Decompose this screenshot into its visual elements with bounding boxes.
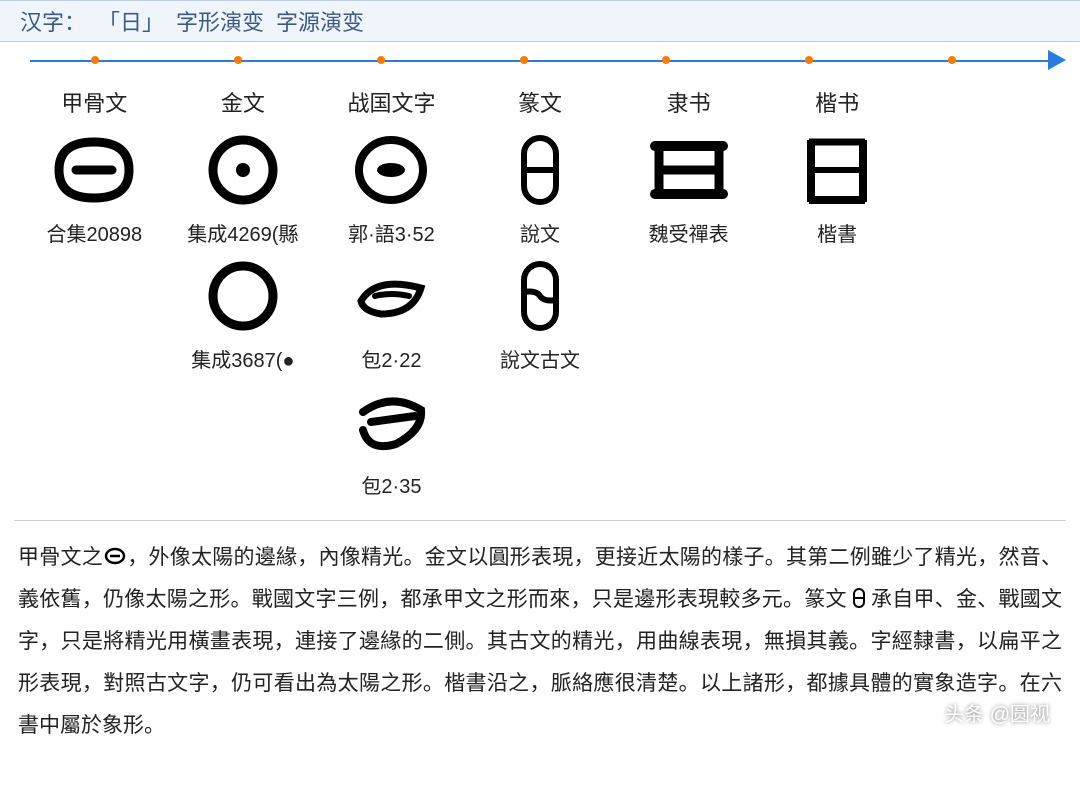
glyph-column: 郭·語3·52: [317, 130, 466, 256]
timeline-line: [30, 60, 1050, 62]
glyph-column: [466, 382, 615, 508]
glyph-cell: 包2·22: [317, 256, 466, 372]
glyph-grid: 合集20898 集成4269(縣 郭·語3·52 說文 魏受禪表 楷書集成3687(● 包2…: [0, 130, 1080, 508]
glyph-column: 集成3687(●: [169, 256, 318, 382]
header-title-2: 字源演变: [276, 5, 364, 37]
glyph-icon: [787, 130, 887, 210]
glyph-icon: [639, 130, 739, 210]
glyph-column: 包2·22: [317, 256, 466, 382]
glyph-column: 魏受禪表: [614, 130, 763, 256]
glyph-column: [911, 256, 1060, 382]
script-type-label: 金文: [169, 86, 318, 118]
glyph-icon: [341, 130, 441, 210]
glyph-source-label: 郭·語3·52: [348, 218, 435, 246]
glyph-cell: 郭·語3·52: [317, 130, 466, 246]
glyph-icon: [193, 130, 293, 210]
glyph-icon: [193, 256, 293, 336]
glyph-cell: 包2·35: [317, 382, 466, 498]
timeline-dot: [804, 54, 815, 65]
glyph-cell: 說文古文: [466, 256, 615, 372]
glyph-source-label: 合集20898: [46, 218, 142, 246]
glyph-column: 說文: [466, 130, 615, 256]
glyph-source-label: 楷書: [817, 218, 857, 246]
header-character: 「日」: [98, 5, 164, 37]
script-type-column: 金文: [169, 86, 318, 130]
glyph-source-label: 集成4269(縣: [187, 218, 298, 246]
timeline: [30, 52, 1050, 76]
header-bar: 汉字： 「日」 字形演变 字源演变: [0, 0, 1080, 42]
glyph-column: [763, 382, 912, 508]
glyph-column: [20, 256, 169, 382]
script-type-label: 甲骨文: [20, 86, 169, 118]
script-type-column: 楷书: [763, 86, 912, 130]
explanation-text: 甲骨文之，外像太陽的邊緣，內像精光。金文以圓形表現，更接近太陽的樣子。其第二例雖…: [0, 537, 1080, 767]
glyph-icon: [341, 382, 441, 462]
glyph-source-label: 說文古文: [500, 344, 580, 372]
script-type-label: 隶书: [614, 86, 763, 118]
glyph-row: 包2·35: [0, 382, 1080, 508]
timeline-section: 甲骨文金文战国文字篆文隶书楷书 合集20898 集成4269(縣 郭·語3·52 說文…: [0, 42, 1080, 508]
expl-part-a: 甲骨文之: [18, 546, 103, 569]
script-type-column: 隶书: [614, 86, 763, 130]
glyph-column: [911, 130, 1060, 256]
glyph-cell: 合集20898: [20, 130, 169, 246]
glyph-column: [911, 382, 1060, 508]
glyph-row: 合集20898 集成4269(縣 郭·語3·52 說文 魏受禪表 楷書: [0, 130, 1080, 256]
script-type-row: 甲骨文金文战国文字篆文隶书楷书: [0, 86, 1080, 130]
glyph-row: 集成3687(● 包2·22 說文古文: [0, 256, 1080, 382]
glyph-column: 說文古文: [466, 256, 615, 382]
glyph-column: 楷書: [763, 130, 912, 256]
glyph-cell: 集成3687(●: [169, 256, 318, 372]
glyph-icon: [490, 130, 590, 210]
glyph-column: 集成4269(縣: [169, 130, 318, 256]
glyph-cell: 楷書: [763, 130, 912, 246]
timeline-dot: [232, 54, 243, 65]
glyph-column: [763, 256, 912, 382]
divider: [14, 520, 1066, 521]
glyph-source-label: 包2·35: [361, 470, 421, 498]
glyph-source-label: 集成3687(●: [191, 344, 294, 372]
glyph-column: [614, 256, 763, 382]
script-type-column: 篆文: [466, 86, 615, 130]
glyph-column: 包2·35: [317, 382, 466, 508]
glyph-column: 合集20898: [20, 130, 169, 256]
glyph-column: [20, 382, 169, 508]
glyph-icon: [44, 130, 144, 210]
timeline-dot: [375, 54, 386, 65]
header-prefix: 汉字：: [20, 5, 86, 37]
timeline-dot: [90, 54, 101, 65]
page: 汉字： 「日」 字形演变 字源演变 甲骨文金文战国文字篆文隶书楷书 合集2089…: [0, 0, 1080, 767]
glyph-column: [169, 382, 318, 508]
glyph-source-label: 說文: [520, 218, 560, 246]
script-type-column: 战国文字: [317, 86, 466, 130]
script-type-label: 楷书: [763, 86, 912, 118]
timeline-dot: [661, 54, 672, 65]
timeline-dot: [518, 54, 529, 65]
glyph-cell: 集成4269(縣: [169, 130, 318, 246]
glyph-icon: [341, 256, 441, 336]
timeline-arrow-icon: [1048, 50, 1066, 70]
glyph-source-label: 包2·22: [361, 344, 421, 372]
glyph-source-label: 魏受禪表: [649, 218, 729, 246]
glyph-cell: 魏受禪表: [614, 130, 763, 246]
inline-oracle-glyph-icon: [103, 541, 127, 565]
glyph-cell: 說文: [466, 130, 615, 246]
timeline-dot: [946, 54, 957, 65]
script-type-column: [911, 86, 1060, 130]
glyph-icon: [490, 256, 590, 336]
header-title-1: 字形演变: [176, 5, 264, 37]
script-type-column: 甲骨文: [20, 86, 169, 130]
script-type-label: 篆文: [466, 86, 615, 118]
glyph-column: [614, 382, 763, 508]
script-type-label: 战国文字: [317, 86, 466, 118]
inline-seal-glyph-icon: [847, 583, 871, 607]
